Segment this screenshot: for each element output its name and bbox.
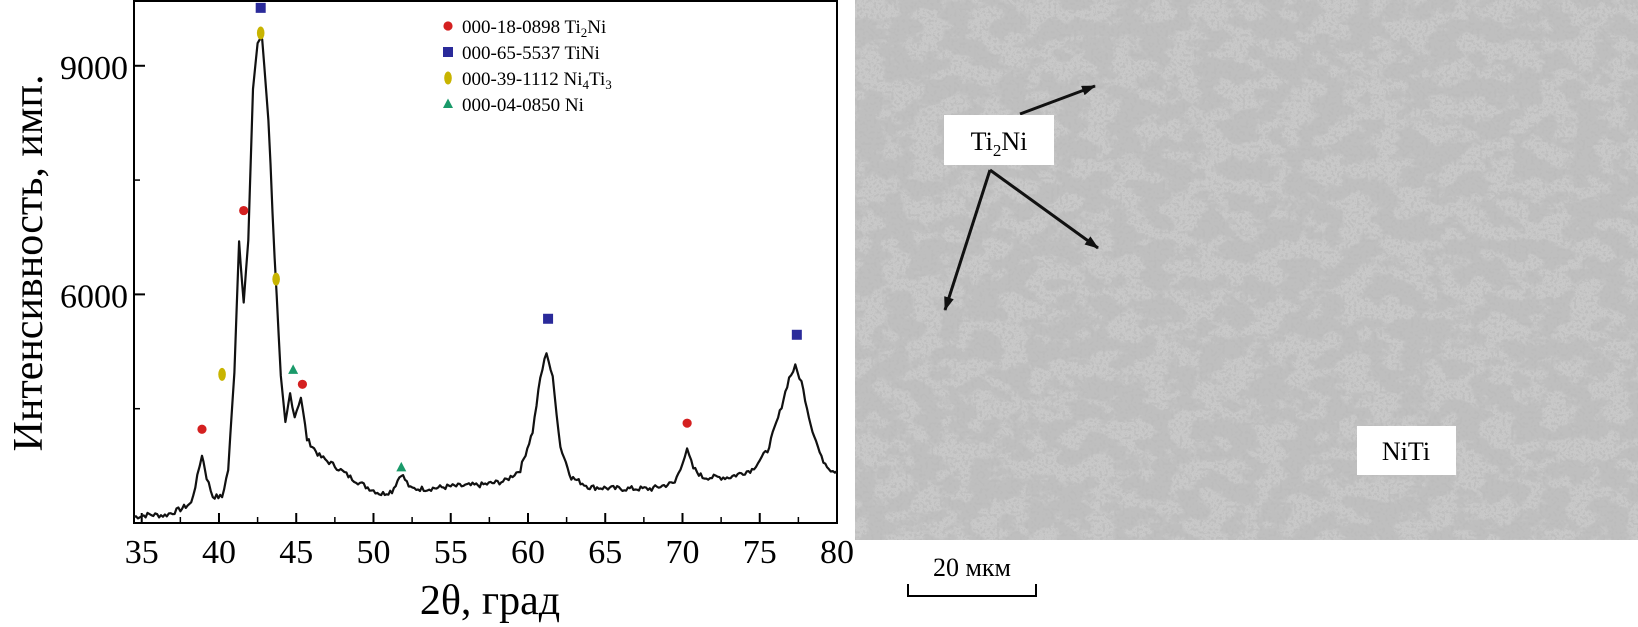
peak-marker-circle <box>239 205 249 216</box>
x-tick-label: 45 <box>279 534 313 571</box>
peak-marker-triangle <box>288 364 299 374</box>
peak-marker-triangle <box>396 461 407 472</box>
peak-marker-diamond <box>272 272 280 286</box>
xrd-chart: 35 40 45 50 55 60 65 70 75 80 6000 9000 Интенсивно… <box>6 0 854 624</box>
peak-marker-square <box>791 329 802 340</box>
x-tick-label: 80 <box>820 534 854 571</box>
niti-label: NiTi <box>1357 426 1456 475</box>
legend-entry-label: 000-18-0898 Ti2Ni <box>462 17 606 40</box>
legend-entry-label: 000-04-0850 Ni <box>462 95 584 116</box>
y-tick-label: 9000 <box>60 50 128 87</box>
plot-frame <box>133 0 838 524</box>
x-tick-label: 50 <box>356 534 390 571</box>
xrd-pattern-line <box>134 38 837 520</box>
peak-marker-circle <box>297 379 308 389</box>
x-tick-label: 60 <box>511 534 545 571</box>
legend-marker-triangle <box>443 98 453 108</box>
x-axis-label: 2θ, град <box>420 578 560 624</box>
scale-bar: 20 мкм <box>907 553 1037 597</box>
legend-marker-diamond <box>444 71 452 85</box>
legend: 000-18-0898 Ti2Ni 000-65-5537 TiNi 000-39-… <box>443 17 612 116</box>
peak-marker-circle <box>197 424 207 434</box>
y-tick-label: 6000 <box>60 278 128 315</box>
x-tick-label: 75 <box>743 534 777 571</box>
micrograph-speckles <box>855 0 1638 540</box>
peak-marker-diamond <box>218 367 226 381</box>
peak-markers <box>197 2 802 472</box>
y-axis-label: Интенсивность, имп. <box>6 75 52 452</box>
legend-marker-circle <box>443 21 453 31</box>
svg-text:NiTi: NiTi <box>1382 437 1430 466</box>
x-tick-label: 40 <box>202 534 236 571</box>
peak-marker-square <box>255 2 266 13</box>
x-tick-label: 55 <box>434 534 468 571</box>
legend-marker-square <box>443 47 453 57</box>
micrograph: Ti2Ni NiTi 20 мкм <box>855 0 1638 597</box>
x-tick-label: 70 <box>665 534 699 571</box>
x-tick-label: 35 <box>125 534 159 571</box>
x-tick-label: 65 <box>588 534 622 571</box>
ti2ni-arrows <box>943 84 1099 311</box>
y-axis-ticks: 6000 9000 <box>60 50 145 410</box>
legend-entry-label: 000-65-5537 TiNi <box>462 43 600 64</box>
ti2ni-label: Ti2Ni <box>944 115 1054 165</box>
peak-marker-diamond <box>256 26 265 40</box>
svg-text:Ti2Ni: Ti2Ni <box>971 127 1028 160</box>
x-axis-ticks: 35 40 45 50 55 60 65 70 75 80 <box>125 513 854 571</box>
legend-entry-label: 000-39-1112 Ni4Ti3 <box>462 69 612 92</box>
scale-bar-label: 20 мкм <box>933 553 1011 582</box>
peak-marker-square <box>543 313 554 324</box>
peak-marker-circle <box>682 418 692 428</box>
